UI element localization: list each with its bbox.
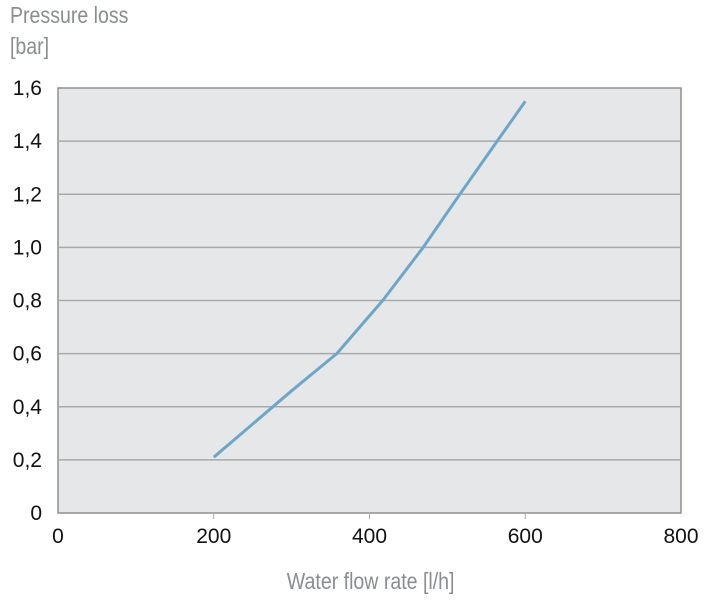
y-tick-label: 1,0	[13, 236, 42, 259]
y-tick-label: 0,8	[13, 290, 42, 313]
y-axis-title-line2: [bar]	[10, 33, 50, 59]
y-tick-label: 1,6	[13, 77, 42, 100]
pressure-loss-curve	[212, 100, 527, 459]
y-axis-title-line1: Pressure loss	[10, 2, 129, 28]
x-axis-title: Water flow rate [l/h]	[286, 568, 455, 594]
y-tick-label: 1,4	[13, 130, 43, 153]
y-tick-label: 0	[30, 502, 42, 525]
y-tick-label: 0,2	[13, 449, 42, 472]
x-tick-label: 0	[52, 525, 64, 548]
y-tick-label: 0,4	[13, 396, 43, 419]
x-tick-label: 400	[352, 525, 387, 548]
x-tick-label: 600	[508, 525, 543, 548]
x-tick-label: 200	[196, 525, 231, 548]
y-tick-label: 0,6	[13, 343, 42, 366]
y-tick-label: 1,2	[13, 183, 42, 206]
x-tick-label: 800	[663, 525, 698, 548]
